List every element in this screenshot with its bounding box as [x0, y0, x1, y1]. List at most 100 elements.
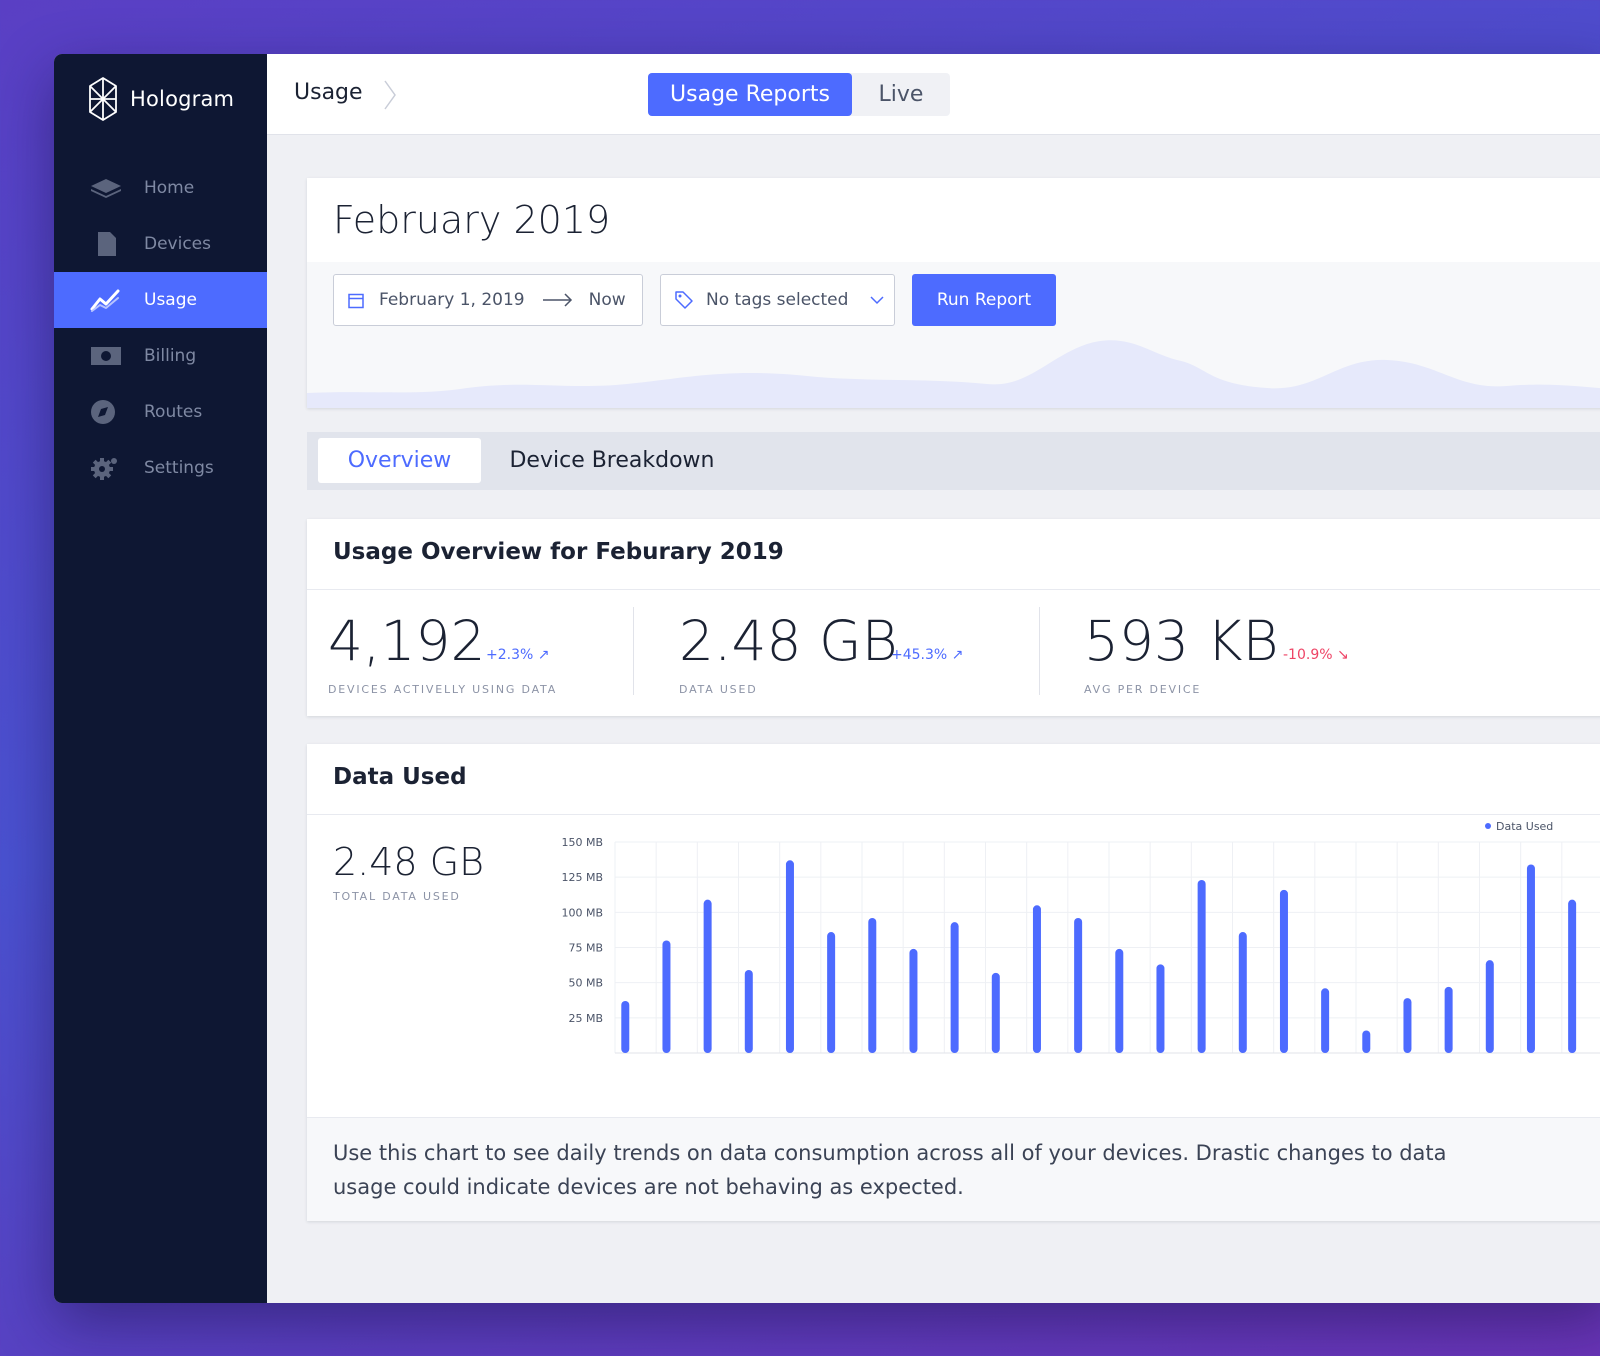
- sidebar: Hologram Home Devices Usage: [54, 54, 267, 1303]
- x-tick-label: Feb 15: [1091, 1068, 1128, 1069]
- brand-name: Hologram: [130, 87, 235, 111]
- sidebar-item-billing[interactable]: Billing: [54, 328, 267, 384]
- sidebar-item-label: Usage: [144, 290, 197, 310]
- chart-bar: [1115, 948, 1124, 1053]
- usage-overview-card: Usage Overview for Feburary 2019 4,192 +…: [307, 519, 1600, 716]
- card-title: Usage Overview for Feburary 2019: [333, 539, 784, 565]
- total-data-value: 2.48 GB: [333, 840, 485, 884]
- sidebar-item-settings[interactable]: Settings: [54, 440, 267, 496]
- chevron-right-icon: [382, 79, 398, 115]
- tab-device-breakdown[interactable]: Device Breakdown: [509, 448, 715, 473]
- arrow-right-icon: [542, 293, 573, 307]
- card-header: Usage Overview for Feburary 2019: [307, 519, 1600, 590]
- stat-value: 4,192: [328, 609, 486, 673]
- divider: [633, 607, 634, 695]
- sidebar-item-usage[interactable]: Usage: [54, 272, 267, 328]
- hologram-logo-icon: [88, 76, 118, 122]
- total-data-label: TOTAL DATA USED: [333, 890, 461, 903]
- stat-delta: -10.9% ↘: [1283, 647, 1349, 663]
- chart-bar: [827, 932, 836, 1053]
- tab-overview[interactable]: Overview: [318, 438, 481, 483]
- page-title: February 2019: [333, 198, 611, 242]
- sim-card-icon: [90, 230, 122, 258]
- report-mode-tabs: Usage Reports Live: [648, 73, 950, 116]
- compass-icon: [90, 398, 122, 426]
- stat-label: DEVICES ACTIVELLY USING DATA: [328, 683, 558, 696]
- report-card: February 2019 February 1, 2019 Now No ta…: [307, 178, 1600, 408]
- chart-bar: [744, 970, 753, 1053]
- sidebar-item-home[interactable]: Home: [54, 160, 267, 216]
- date-range-picker[interactable]: February 1, 2019 Now: [333, 274, 643, 326]
- gear-icon: [90, 454, 122, 482]
- run-report-button[interactable]: Run Report: [912, 274, 1056, 326]
- x-tick-label: Feb 28: [1560, 1068, 1597, 1069]
- sidebar-item-label: Home: [144, 178, 195, 198]
- y-tick-label: 25 MB: [568, 1012, 603, 1025]
- chart-bar: [1238, 932, 1247, 1053]
- chevron-down-icon: [870, 295, 884, 305]
- card-header: Data Used: [307, 744, 1600, 815]
- sidebar-item-label: Billing: [144, 346, 197, 366]
- stat-value: 593 KB: [1084, 609, 1279, 673]
- chart-bar: [1444, 986, 1453, 1053]
- card-title: Data Used: [333, 764, 467, 790]
- x-tick-label: Feb 1: [615, 1068, 645, 1069]
- sidebar-item-label: Routes: [144, 402, 203, 422]
- view-tabs: Overview Device Breakdown: [307, 432, 1600, 490]
- chart-bar: [1321, 988, 1330, 1053]
- chart-bar: [703, 899, 712, 1053]
- sidebar-nav: Home Devices Usage Billing: [54, 160, 267, 496]
- tab-usage-reports[interactable]: Usage Reports: [648, 73, 852, 116]
- tag-icon: [674, 290, 694, 310]
- chart-bar: [662, 940, 671, 1053]
- legend-marker: [1485, 823, 1491, 829]
- sidebar-item-routes[interactable]: Routes: [54, 384, 267, 440]
- chart-bar: [991, 972, 1000, 1053]
- divider: [1039, 607, 1040, 695]
- date-end: Now: [588, 290, 626, 310]
- sidebar-item-label: Settings: [144, 458, 214, 478]
- layers-icon: [90, 174, 122, 202]
- legend-label: Data Used: [1496, 820, 1553, 833]
- calendar-icon: [348, 292, 364, 309]
- chart-bar: [1403, 998, 1412, 1053]
- chart-description-text: Use this chart to see daily trends on da…: [333, 1141, 1447, 1199]
- breadcrumb[interactable]: Usage: [294, 80, 363, 105]
- chart-bar: [1032, 905, 1041, 1053]
- topbar: Usage Usage Reports Live: [267, 54, 1600, 135]
- stat-label: AVG PER DEVICE: [1084, 683, 1202, 696]
- chart-bar: [1279, 889, 1288, 1053]
- sidebar-item-label: Devices: [144, 234, 211, 254]
- cash-icon: [90, 342, 122, 370]
- app-window: Hologram Home Devices Usage: [54, 54, 1600, 1303]
- chart-bar: [785, 860, 794, 1053]
- stat-label: DATA USED: [679, 683, 758, 696]
- data-used-chart: 25 MB 50 MB 75 MB 100 MB 125 MB 150 MB Feb 1 Fe…: [561, 820, 1600, 1069]
- stat-delta: +45.3% ↗: [891, 647, 964, 663]
- y-tick-label: 125 MB: [561, 871, 603, 884]
- chart-description: Use this chart to see daily trends on da…: [307, 1117, 1600, 1221]
- y-tick-label: 50 MB: [568, 977, 603, 990]
- chart-bar: [1074, 917, 1083, 1053]
- tags-select-value: No tags selected: [706, 290, 849, 310]
- chart-bar: [1156, 964, 1165, 1053]
- chart-bar: [1526, 864, 1535, 1053]
- y-tick-label: 100 MB: [561, 906, 603, 919]
- tags-select[interactable]: No tags selected: [660, 274, 895, 326]
- y-tick-label: 150 MB: [561, 836, 603, 849]
- sidebar-item-devices[interactable]: Devices: [54, 216, 267, 272]
- chart-bar: [950, 922, 959, 1053]
- brand[interactable]: Hologram: [88, 74, 234, 124]
- y-tick-label: 75 MB: [568, 942, 603, 955]
- data-used-card: Data Used 2.48 GB TOTAL DATA USED 25 MB 5…: [307, 744, 1600, 1221]
- chart-bar: [1485, 960, 1494, 1053]
- chart-bar: [621, 1000, 630, 1053]
- chart-bar: [1197, 879, 1206, 1053]
- chart-bar: [868, 917, 877, 1053]
- stat-value: 2.48 GB: [679, 609, 898, 673]
- chart-bar: [909, 948, 918, 1053]
- chart-bar: [1568, 899, 1577, 1053]
- chart-bar: [1362, 1030, 1371, 1053]
- tab-live[interactable]: Live: [878, 82, 924, 107]
- date-start: February 1, 2019: [379, 290, 525, 310]
